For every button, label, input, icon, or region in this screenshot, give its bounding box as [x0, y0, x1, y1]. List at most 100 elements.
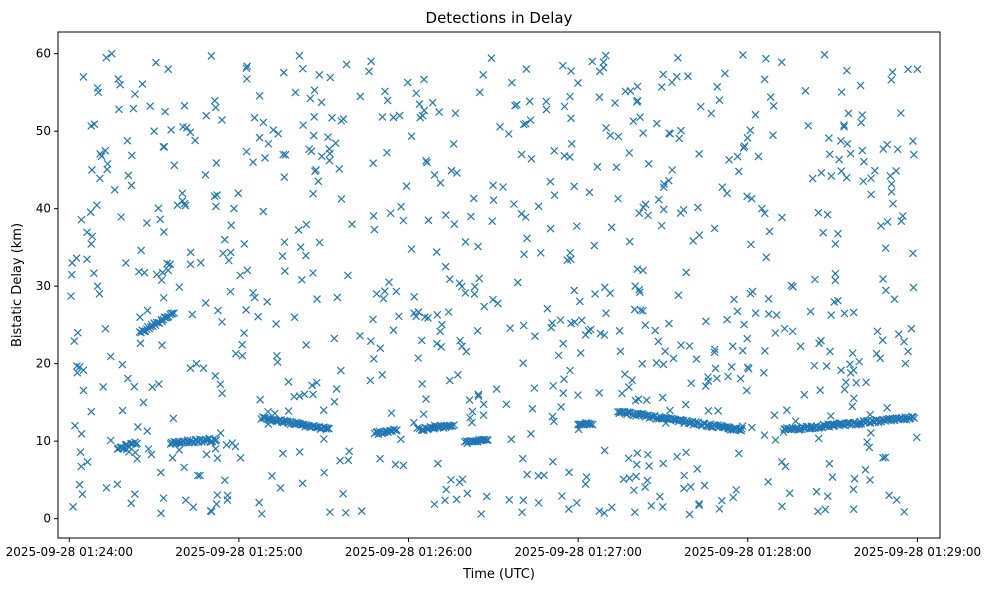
data-point-marker — [842, 173, 851, 182]
data-point-marker — [95, 289, 104, 298]
data-point-marker — [196, 471, 204, 480]
data-point-marker — [881, 453, 890, 462]
data-point-marker — [695, 231, 704, 239]
data-point-marker — [624, 454, 633, 463]
data-point-marker — [143, 306, 152, 315]
data-point-marker — [470, 290, 479, 298]
data-point-marker — [566, 255, 575, 264]
data-point-marker — [214, 306, 222, 315]
data-point-marker — [565, 152, 574, 161]
data-point-marker — [632, 472, 641, 481]
data-point-marker — [717, 496, 726, 505]
data-point-marker — [211, 103, 220, 112]
data-point-marker — [738, 346, 747, 355]
data-point-marker — [849, 485, 858, 494]
data-point-marker — [614, 194, 622, 203]
data-point-marker — [728, 342, 737, 351]
data-point-marker — [819, 228, 828, 237]
data-point-marker — [402, 182, 411, 191]
data-point-marker — [595, 388, 604, 397]
data-point-marker — [522, 65, 531, 74]
data-point-marker — [168, 453, 177, 462]
data-point-marker — [79, 386, 88, 395]
data-point-marker — [606, 131, 615, 140]
data-point-marker — [828, 473, 837, 481]
y-tick-label: 10 — [36, 434, 51, 448]
data-point-marker — [317, 152, 326, 161]
data-point-marker — [441, 211, 450, 220]
data-point-marker — [273, 358, 282, 366]
data-point-marker — [689, 236, 698, 245]
data-point-marker — [451, 109, 460, 118]
data-point-marker — [168, 309, 177, 318]
data-point-marker — [855, 420, 864, 428]
data-point-marker — [635, 288, 644, 297]
data-point-marker — [386, 209, 395, 218]
data-point-marker — [218, 317, 226, 326]
data-point-marker — [278, 449, 287, 458]
data-point-marker — [96, 150, 105, 158]
data-point-marker — [659, 205, 668, 214]
data-point-marker — [682, 268, 691, 277]
data-point-marker — [642, 396, 651, 405]
data-point-marker — [220, 476, 229, 485]
data-point-marker — [757, 204, 766, 213]
data-point-marker — [681, 400, 690, 409]
data-point-marker — [310, 113, 319, 121]
data-point-marker — [659, 459, 668, 468]
data-point-marker — [652, 119, 661, 128]
data-point-marker — [630, 486, 638, 495]
data-point-marker — [201, 299, 210, 307]
data-point-marker — [438, 320, 446, 329]
data-point-marker — [296, 243, 305, 252]
data-point-marker — [885, 491, 894, 500]
data-point-marker — [309, 189, 318, 198]
data-point-marker — [467, 418, 476, 427]
data-point-marker — [226, 248, 235, 257]
data-point-marker — [876, 354, 885, 363]
data-point-marker — [379, 294, 388, 303]
data-point-marker — [437, 342, 446, 351]
data-point-marker — [615, 326, 624, 335]
data-point-marker — [588, 420, 597, 429]
data-point-marker — [833, 229, 842, 238]
data-point-marker — [586, 420, 595, 429]
data-point-marker — [452, 495, 461, 504]
data-point-marker — [621, 370, 629, 379]
data-point-marker — [849, 394, 858, 403]
data-point-marker — [734, 449, 743, 458]
data-point-marker — [549, 417, 558, 426]
data-point-marker — [826, 412, 835, 420]
data-point-marker — [280, 173, 289, 182]
data-point-marker — [573, 391, 582, 400]
data-point-marker — [738, 51, 747, 59]
data-point-marker — [844, 109, 853, 118]
data-point-marker — [87, 166, 96, 174]
data-point-marker — [226, 287, 235, 296]
data-point-marker — [560, 102, 569, 111]
data-point-marker — [686, 482, 695, 491]
data-point-marker — [357, 507, 366, 516]
data-point-marker — [825, 459, 834, 468]
data-point-marker — [881, 286, 890, 295]
data-point-marker — [473, 326, 482, 335]
data-point-marker — [794, 425, 803, 434]
data-point-marker — [801, 86, 810, 95]
data-point-marker — [724, 372, 732, 381]
data-point-marker — [93, 84, 102, 92]
data-point-marker — [639, 203, 648, 212]
data-point-marker — [840, 122, 848, 131]
data-point-marker — [894, 330, 903, 339]
data-point-marker — [250, 113, 259, 122]
data-point-marker — [367, 57, 376, 66]
data-point-marker — [93, 282, 102, 291]
data-point-marker — [840, 385, 849, 394]
data-point-marker — [216, 380, 225, 389]
data-point-marker — [710, 348, 719, 357]
data-point-marker — [324, 133, 332, 142]
data-point-marker — [742, 386, 751, 395]
data-point-marker — [474, 392, 483, 401]
data-point-marker — [447, 475, 455, 484]
data-point-marker — [219, 249, 227, 258]
data-point-marker — [867, 190, 876, 199]
